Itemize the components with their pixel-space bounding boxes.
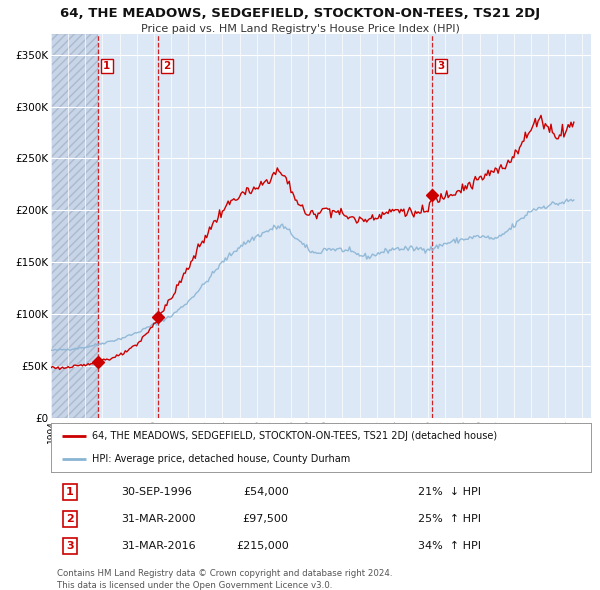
Text: 1: 1 (66, 487, 74, 497)
Text: 25%  ↑ HPI: 25% ↑ HPI (418, 514, 481, 524)
Text: 34%  ↑ HPI: 34% ↑ HPI (418, 541, 481, 551)
Text: 1: 1 (103, 61, 110, 71)
Bar (51, 34, 98, 418)
Text: HPI: Average price, detached house, County Durham: HPI: Average price, detached house, Coun… (91, 454, 350, 464)
Text: 2: 2 (66, 514, 74, 524)
Text: Price paid vs. HM Land Registry's House Price Index (HPI): Price paid vs. HM Land Registry's House … (140, 24, 460, 34)
Text: 64, THE MEADOWS, SEDGEFIELD, STOCKTON-ON-TEES, TS21 2DJ: 64, THE MEADOWS, SEDGEFIELD, STOCKTON-ON… (60, 7, 540, 20)
Text: Contains HM Land Registry data © Crown copyright and database right 2024.: Contains HM Land Registry data © Crown c… (57, 569, 392, 578)
Text: This data is licensed under the Open Government Licence v3.0.: This data is licensed under the Open Gov… (57, 581, 332, 590)
Bar (98, 34, 158, 418)
Text: 2: 2 (163, 61, 170, 71)
Text: £54,000: £54,000 (243, 487, 289, 497)
Text: 21%  ↓ HPI: 21% ↓ HPI (418, 487, 481, 497)
Text: £215,000: £215,000 (236, 541, 289, 551)
Text: £97,500: £97,500 (243, 514, 289, 524)
Text: 31-MAR-2016: 31-MAR-2016 (121, 541, 196, 551)
Text: 3: 3 (437, 61, 445, 71)
Text: 30-SEP-1996: 30-SEP-1996 (121, 487, 192, 497)
Text: 31-MAR-2000: 31-MAR-2000 (121, 514, 196, 524)
Text: 64, THE MEADOWS, SEDGEFIELD, STOCKTON-ON-TEES, TS21 2DJ (detached house): 64, THE MEADOWS, SEDGEFIELD, STOCKTON-ON… (91, 431, 497, 441)
Text: 3: 3 (66, 541, 74, 551)
